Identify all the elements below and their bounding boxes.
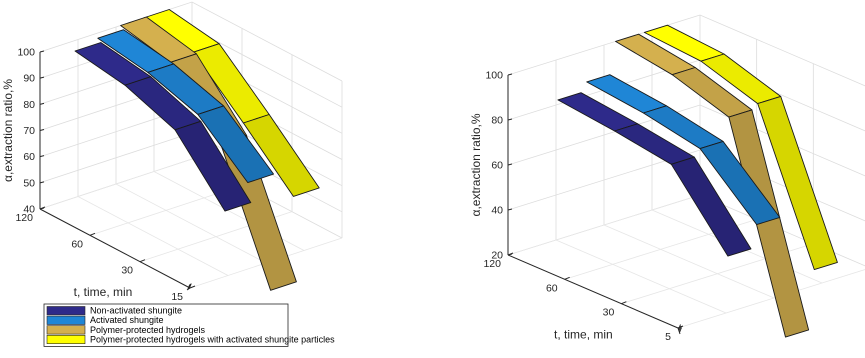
ribbons [74, 9, 320, 291]
time-tick-label: 60 [546, 282, 558, 294]
time-tick [189, 285, 196, 289]
z-tick-label: 80 [491, 115, 503, 127]
time-tick [139, 259, 146, 263]
ribbon-segment [699, 140, 781, 226]
axes: 20 40 60 80 100 120 60 30 5 α,extraction ratio,% t… [469, 70, 684, 343]
time-tick-label: 5 [665, 331, 671, 343]
legend-swatch [46, 306, 86, 316]
z-tick-label: 70 [23, 125, 35, 137]
legend-swatch [46, 325, 86, 335]
ribbon-segment [174, 120, 252, 212]
time-tick-label: 60 [71, 238, 83, 250]
chart-left: 40 50 60 70 80 90 100 120 60 30 15 α,extraction rat… [1, 1, 343, 347]
legend-label: Non-activated shungite [90, 306, 182, 316]
ribbon-segment [728, 109, 810, 338]
z-tick-label: 20 [491, 250, 503, 262]
ribbon-segment [670, 156, 752, 257]
time-tick-label: 120 [483, 258, 501, 270]
time-axis-label: t, time, min [554, 327, 613, 341]
ribbon-segment [757, 95, 838, 271]
z-tick [39, 50, 45, 53]
ribbon [97, 29, 275, 184]
time-axis-label: t, time, min [74, 285, 133, 299]
z-tick-label: 100 [485, 70, 503, 82]
z-tick-label: 40 [23, 204, 35, 216]
time-tick [564, 276, 570, 280]
z-tick-label: 60 [491, 160, 503, 172]
ribbon [74, 42, 252, 212]
ribbon-segment [197, 105, 275, 184]
time-tick [39, 206, 46, 210]
z-tick-label: 100 [17, 47, 35, 59]
z-tick [39, 181, 45, 184]
z-tick [39, 76, 45, 79]
chart-right: 20 40 60 80 100 120 60 30 5 α,extraction ratio,% t… [469, 14, 865, 343]
z-tick-label: 90 [23, 73, 35, 85]
legend-swatch [46, 315, 86, 325]
time-tick-label: 30 [603, 307, 615, 319]
ribbon-segment [242, 114, 320, 197]
legend-label: Polymer-protected hydrogels [90, 325, 206, 335]
z-tick-label: 80 [23, 99, 35, 111]
z-tick-label: 60 [23, 151, 35, 163]
z-tick [507, 208, 513, 211]
z-tick-label: 40 [491, 205, 503, 217]
time-axis-line [507, 254, 679, 329]
ribbon [615, 33, 810, 338]
legend-label: Activated shungite [90, 315, 164, 325]
time-axis-line [39, 208, 191, 289]
legend-label: Polymer-protected hydrogels with activat… [90, 334, 335, 344]
z-tick [39, 129, 45, 131]
time-tick [507, 252, 514, 256]
x-tick [679, 327, 682, 333]
z-axis-label: α,extraction ratio,% [469, 113, 483, 216]
z-tick [39, 155, 45, 158]
x-tick [188, 283, 191, 290]
time-tick-label: 120 [15, 212, 33, 224]
legend-swatch [46, 334, 86, 344]
grid-line [603, 224, 775, 299]
ribbon [557, 92, 752, 257]
ribbon [643, 24, 838, 271]
time-tick [621, 301, 627, 305]
z-tick [507, 118, 513, 121]
grid-line [115, 183, 267, 264]
z-tick [507, 163, 513, 166]
time-tick-label: 15 [171, 291, 183, 303]
time-tick [89, 232, 96, 236]
time-tick [677, 325, 684, 329]
z-tick [39, 102, 45, 105]
z-axis-label: α,extraction ratio,% [1, 79, 15, 182]
ribbon [142, 9, 320, 197]
grid-line [555, 239, 727, 314]
ribbon [586, 74, 781, 226]
grid-line [77, 196, 229, 276]
x-tick [187, 284, 191, 290]
z-tick [507, 73, 513, 76]
axes: 40 50 60 70 80 90 100 120 60 30 15 α,extraction rat… [1, 47, 196, 303]
time-tick-label: 30 [121, 265, 133, 277]
z-tick-label: 50 [23, 177, 35, 189]
x-tick [188, 283, 192, 289]
ribbons [557, 24, 838, 338]
